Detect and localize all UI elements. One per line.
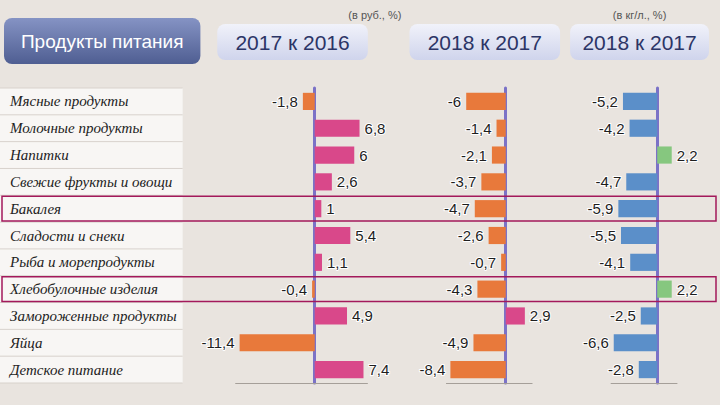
svg-text:Молочные продукты: Молочные продукты [9, 120, 143, 136]
svg-text:4,9: 4,9 [352, 307, 373, 324]
svg-text:-4,3: -4,3 [447, 281, 473, 298]
svg-text:-1,4: -1,4 [466, 120, 492, 137]
svg-text:-2,6: -2,6 [458, 227, 484, 244]
svg-text:2018 к 2017: 2018 к 2017 [428, 31, 542, 54]
svg-text:(в руб., %): (в руб., %) [348, 9, 401, 21]
svg-text:Свежие фрукты и овощи: Свежие фрукты и овощи [10, 174, 172, 190]
svg-text:2,2: 2,2 [677, 147, 698, 164]
svg-text:Детское питание: Детское питание [8, 362, 123, 378]
svg-text:-4,1: -4,1 [599, 254, 625, 271]
svg-text:Хлебобулочные изделия: Хлебобулочные изделия [9, 281, 158, 297]
svg-text:-2,5: -2,5 [610, 307, 636, 324]
svg-text:-6: -6 [448, 93, 461, 110]
svg-text:5,4: 5,4 [355, 227, 376, 244]
svg-text:-8,4: -8,4 [420, 361, 446, 378]
svg-text:Продукты питания: Продукты питания [21, 31, 183, 52]
svg-text:(в кг/л., %): (в кг/л., %) [613, 9, 666, 21]
svg-text:2018 к 2017: 2018 к 2017 [582, 31, 696, 54]
svg-text:Яйца: Яйца [9, 335, 43, 351]
svg-text:-4,2: -4,2 [599, 120, 625, 137]
svg-text:1: 1 [326, 200, 334, 217]
svg-text:1,1: 1,1 [327, 254, 348, 271]
svg-text:2017 к 2016: 2017 к 2016 [235, 31, 349, 54]
svg-text:6: 6 [359, 147, 367, 164]
svg-text:Напитки: Напитки [9, 147, 69, 163]
svg-text:Замороженные продукты: Замороженные продукты [10, 308, 177, 324]
svg-text:-5,2: -5,2 [592, 93, 618, 110]
svg-text:-11,4: -11,4 [202, 334, 235, 351]
svg-text:Бакалея: Бакалея [9, 201, 61, 217]
svg-text:-5,9: -5,9 [587, 200, 613, 217]
svg-text:-4,7: -4,7 [444, 200, 470, 217]
svg-text:-0,4: -0,4 [281, 281, 307, 298]
svg-text:-3,7: -3,7 [451, 173, 477, 190]
svg-text:Сладости и снеки: Сладости и снеки [10, 228, 125, 244]
svg-text:-0,7: -0,7 [470, 254, 496, 271]
svg-text:6,8: 6,8 [365, 120, 386, 137]
svg-text:7,4: 7,4 [368, 361, 389, 378]
svg-text:2,2: 2,2 [677, 281, 698, 298]
svg-text:-2,8: -2,8 [608, 361, 634, 378]
svg-text:2,9: 2,9 [530, 307, 551, 324]
svg-text:-4,7: -4,7 [595, 173, 621, 190]
svg-text:-1,8: -1,8 [272, 93, 298, 110]
svg-text:Рыба и морепродукты: Рыба и морепродукты [9, 254, 155, 270]
svg-text:-5,5: -5,5 [590, 227, 616, 244]
svg-text:-2,1: -2,1 [461, 147, 487, 164]
svg-text:-4,9: -4,9 [443, 334, 469, 351]
svg-text:2,6: 2,6 [337, 173, 358, 190]
svg-text:-6,6: -6,6 [583, 334, 609, 351]
svg-text:Мясные продукты: Мясные продукты [9, 93, 128, 109]
